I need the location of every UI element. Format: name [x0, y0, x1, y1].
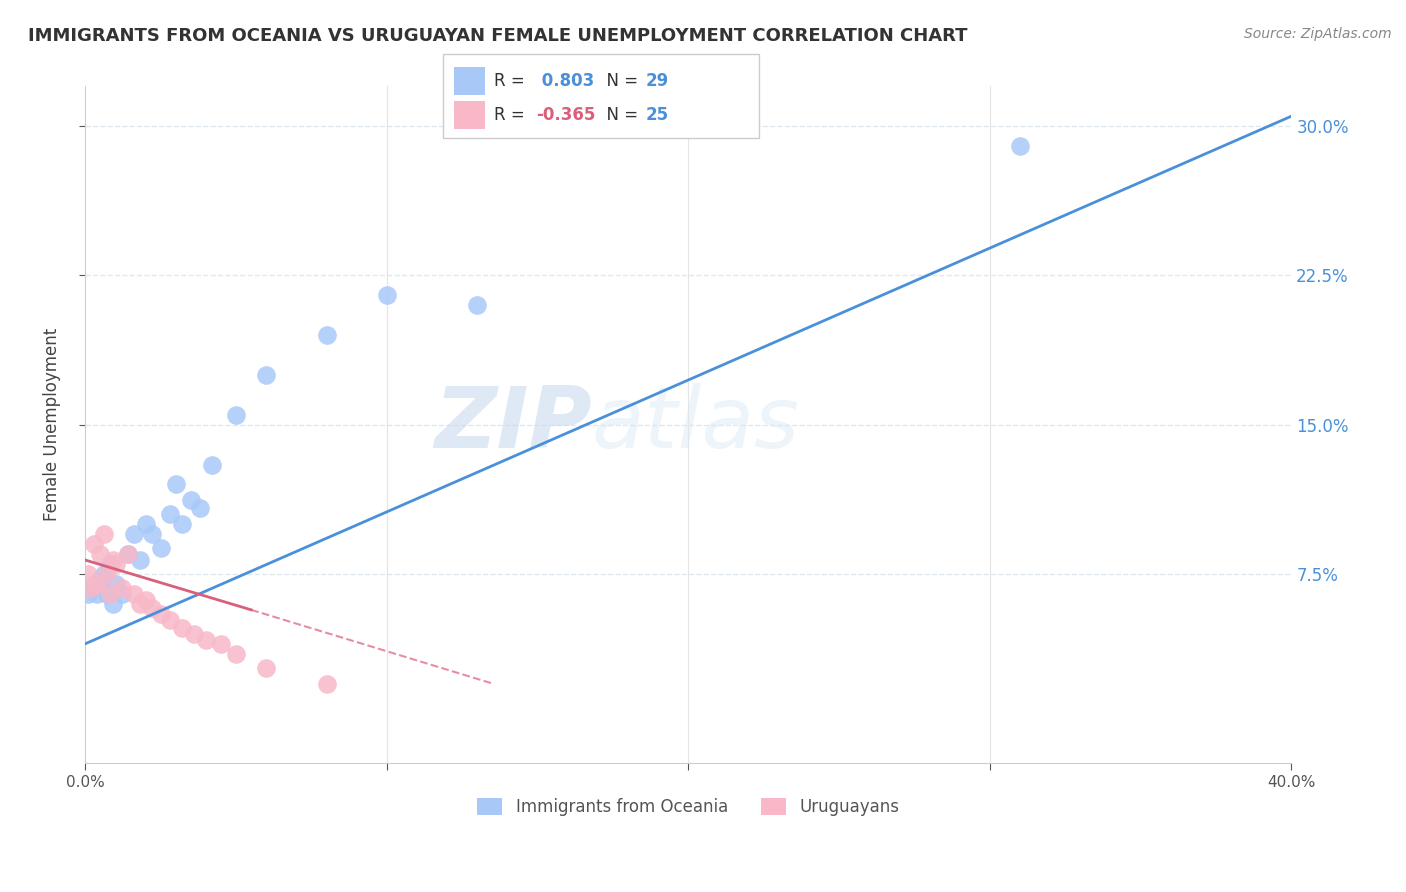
- Point: [80, 581, 103, 595]
- Point: [170, 621, 193, 635]
- Text: R =: R =: [494, 72, 530, 90]
- Point: [89, 547, 111, 561]
- Point: [254, 660, 277, 674]
- Point: [159, 508, 181, 522]
- Point: [77, 567, 100, 582]
- Point: [183, 626, 205, 640]
- Point: [375, 288, 398, 302]
- Point: [117, 547, 139, 561]
- Point: [201, 458, 224, 472]
- Point: [315, 328, 337, 343]
- Point: [159, 613, 181, 627]
- Point: [101, 597, 124, 611]
- Point: [188, 501, 211, 516]
- Point: [98, 587, 121, 601]
- Text: Source: ZipAtlas.com: Source: ZipAtlas.com: [1244, 27, 1392, 41]
- Point: [77, 587, 100, 601]
- Point: [165, 477, 187, 491]
- Point: [93, 527, 115, 541]
- Point: [122, 527, 145, 541]
- Point: [141, 527, 163, 541]
- Text: IMMIGRANTS FROM OCEANIA VS URUGUAYAN FEMALE UNEMPLOYMENT CORRELATION CHART: IMMIGRANTS FROM OCEANIA VS URUGUAYAN FEM…: [28, 27, 967, 45]
- Point: [225, 647, 247, 661]
- Point: [141, 600, 163, 615]
- Text: ZIP: ZIP: [434, 384, 592, 467]
- Point: [128, 553, 150, 567]
- Point: [195, 632, 218, 647]
- Text: N =: N =: [596, 72, 644, 90]
- Y-axis label: Female Unemployment: Female Unemployment: [44, 328, 60, 521]
- Point: [225, 408, 247, 422]
- Point: [149, 607, 172, 621]
- Point: [101, 553, 124, 567]
- Text: R =: R =: [494, 106, 530, 124]
- Point: [83, 537, 105, 551]
- Text: 29: 29: [645, 72, 669, 90]
- Text: 0.803: 0.803: [536, 72, 593, 90]
- Legend: Immigrants from Oceania, Uruguayans: Immigrants from Oceania, Uruguayans: [471, 791, 907, 822]
- Point: [93, 567, 115, 582]
- Point: [135, 593, 157, 607]
- Text: -0.365: -0.365: [536, 106, 595, 124]
- Point: [110, 587, 132, 601]
- Point: [86, 577, 108, 591]
- Point: [96, 567, 118, 582]
- Point: [122, 587, 145, 601]
- Point: [254, 368, 277, 382]
- Point: [110, 581, 132, 595]
- Point: [117, 547, 139, 561]
- Point: [315, 676, 337, 690]
- Point: [98, 557, 121, 571]
- Point: [104, 577, 127, 591]
- Point: [104, 557, 127, 571]
- Point: [1008, 139, 1031, 153]
- Point: [180, 493, 202, 508]
- Point: [128, 597, 150, 611]
- Point: [83, 577, 105, 591]
- Point: [80, 581, 103, 595]
- Text: 25: 25: [645, 106, 668, 124]
- Point: [209, 637, 232, 651]
- Point: [96, 587, 118, 601]
- Point: [170, 517, 193, 532]
- Point: [86, 587, 108, 601]
- Text: atlas: atlas: [592, 384, 800, 467]
- Point: [467, 298, 489, 312]
- Point: [89, 573, 111, 587]
- Point: [135, 517, 157, 532]
- Text: N =: N =: [596, 106, 644, 124]
- Point: [149, 541, 172, 556]
